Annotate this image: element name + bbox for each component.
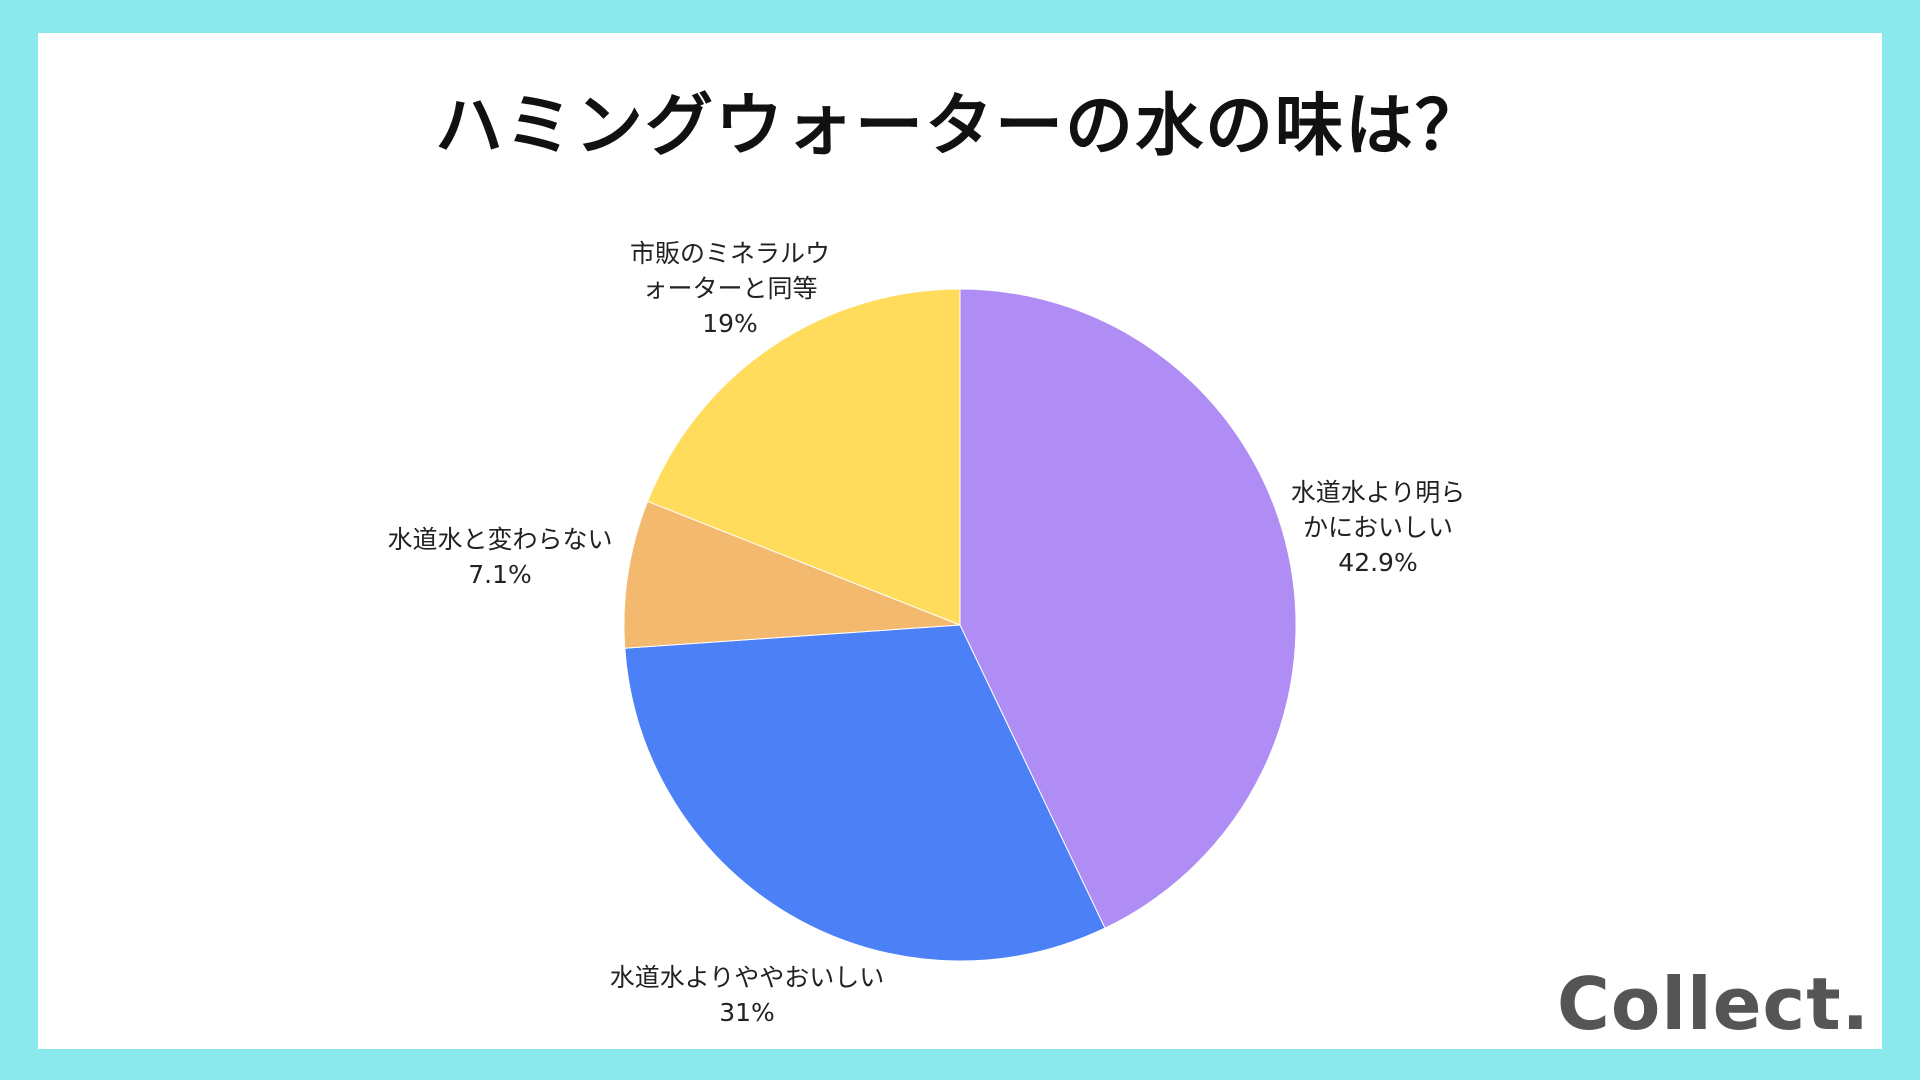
- slice-label-line: 水道水より明ら: [1290, 478, 1466, 507]
- slice-label-line: 市販のミネラルウ: [629, 239, 831, 268]
- slice-label-same-as-mineral: 市販のミネラルウ ォーターと同等 19%: [630, 236, 830, 341]
- pie-slice-same-as-tap: [623, 500, 961, 649]
- slice-value: 19%: [702, 309, 758, 338]
- pie-slice-clearly-tastier: [959, 288, 1297, 929]
- slice-value: 31%: [719, 998, 775, 1027]
- slice-label-same-as-tap: 水道水と変わらない 7.1%: [387, 522, 612, 592]
- slice-label-clearly-tastier: 水道水より明ら かにおいしい 42.9%: [1291, 475, 1466, 580]
- slice-label-slightly-tastier: 水道水よりややおいしい 31%: [610, 960, 885, 1030]
- slice-label-line: 水道水と変わらない: [387, 525, 613, 554]
- slice-label-line: かにおいしい: [1302, 513, 1454, 542]
- collect-logo: Collect.: [1557, 962, 1870, 1046]
- slice-value: 7.1%: [468, 560, 532, 589]
- slice-label-line: 水道水よりややおいしい: [609, 963, 885, 992]
- slice-label-line: ォーターと同等: [642, 274, 818, 303]
- pie-slice-slightly-tastier: [624, 624, 1106, 962]
- slice-value: 42.9%: [1338, 548, 1418, 577]
- chart-title: ハミングウォーターの水の味は？: [434, 87, 1485, 166]
- pie-slice-same-as-mineral: [646, 288, 961, 626]
